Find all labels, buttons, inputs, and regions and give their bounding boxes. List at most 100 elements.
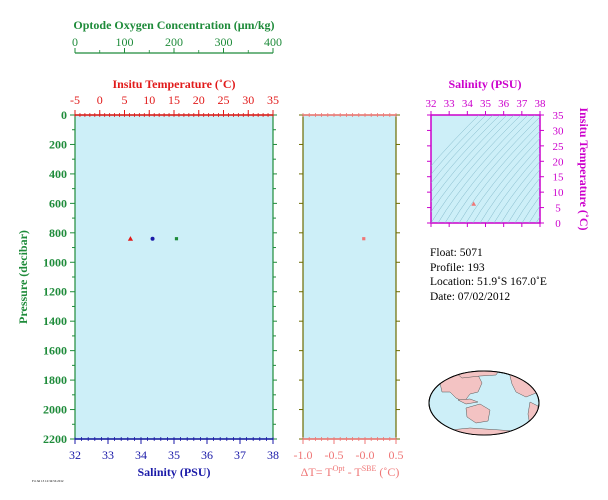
ts-temperature-tick-label: 0 xyxy=(555,218,561,230)
ts-salinity-tick-label: 36 xyxy=(498,98,510,110)
float-number: Float: 5071 xyxy=(430,247,483,259)
salinity-tick-label: 38 xyxy=(267,448,279,462)
pressure-tick-label: 2200 xyxy=(43,432,67,446)
ts-isopycnal xyxy=(500,169,540,223)
oxygen-tick-label: 300 xyxy=(215,35,233,49)
ts-salinity-tick-label: 32 xyxy=(426,98,437,110)
map-land-south-america xyxy=(527,401,539,431)
map-land-antarctica xyxy=(429,427,539,435)
map-land-siberia xyxy=(454,371,501,379)
ts-isopycnal xyxy=(465,130,540,223)
ts-temperature-tick-label: 30 xyxy=(553,125,565,137)
salinity-tick-label: 33 xyxy=(102,448,114,462)
oxygen-tick-label: 200 xyxy=(165,35,183,49)
delta-tick-label: -0.0 xyxy=(356,448,375,462)
location: Location: 51.9˚S 167.0˚E xyxy=(430,276,547,288)
temperature-axis-label: Insitu Temperature (˚C) xyxy=(112,77,235,91)
temperature-tick-label: 5 xyxy=(122,93,128,107)
ts-isopycnal xyxy=(458,123,540,223)
temperature-tick-label: -5 xyxy=(70,93,80,107)
delta-panel-frame xyxy=(302,114,397,440)
ts-salinity-tick-label: 37 xyxy=(516,98,528,110)
pressure-tick-label: 400 xyxy=(49,167,67,181)
ts-isopycnal xyxy=(493,160,540,223)
timestamp-footnote: Fri Jul 13 12:34:56 2012 xyxy=(32,479,64,483)
pressure-axis-label: Pressure (decibar) xyxy=(16,230,30,324)
ts-isopycnal xyxy=(431,115,487,175)
temperature-tick-label: 25 xyxy=(218,93,230,107)
pressure-tick-label: 1200 xyxy=(43,285,67,299)
pressure-tick-label: 0 xyxy=(61,108,67,122)
pressure-tick-label: 600 xyxy=(49,196,67,210)
ts-isopycnal xyxy=(514,186,540,223)
pressure-tick-label: 1400 xyxy=(43,314,67,328)
map-land-australia xyxy=(465,403,491,424)
ts-salinity-tick-label: 35 xyxy=(480,98,492,110)
pressure-tick-label: 1800 xyxy=(43,373,67,387)
ts-isopycnal xyxy=(528,205,540,223)
location-map xyxy=(428,370,540,436)
salinity-tick-label: 36 xyxy=(201,448,213,462)
ts-temperature-tick-label: 5 xyxy=(555,203,561,215)
temperature-tick-label: 30 xyxy=(242,93,254,107)
oxygen-axis-label: Optode Oxygen Concentration (μm/kg) xyxy=(73,18,274,32)
delta-point xyxy=(362,237,366,241)
oxygen-tick-label: 100 xyxy=(116,35,134,49)
profile-panel-frame xyxy=(74,114,274,440)
pressure-tick-label: 1000 xyxy=(43,255,67,269)
profile-number: Profile: 193 xyxy=(430,261,485,274)
salinity-tick-label: 34 xyxy=(135,448,147,462)
ts-salinity-tick-label: 34 xyxy=(462,98,474,110)
temperature-tick-label: 15 xyxy=(168,93,180,107)
temperature-tick-label: 20 xyxy=(193,93,205,107)
ts-temperature-tick-label: 10 xyxy=(553,187,565,199)
ts-isopycnal xyxy=(486,153,540,223)
oxygen-tick-label: 400 xyxy=(264,35,282,49)
temperature-tick-label: 10 xyxy=(143,93,155,107)
temperature-point xyxy=(127,236,134,241)
ts-point xyxy=(471,201,477,206)
date: Date: 07/02/2012 xyxy=(430,290,511,303)
salinity-tick-label: 32 xyxy=(69,448,81,462)
salinity-axis-label: Salinity (PSU) xyxy=(137,465,210,479)
map-land-indonesia xyxy=(457,398,479,405)
temperature-tick-label: 35 xyxy=(267,93,279,107)
delta-tick-label: -0.5 xyxy=(325,448,344,462)
ts-isopycnal xyxy=(451,116,540,223)
ts-isopycnal xyxy=(431,115,522,223)
ts-salinity-tick-label: 38 xyxy=(535,98,547,110)
ts-temperature-tick-label: 35 xyxy=(553,110,565,122)
ts-temperature-tick-label: 25 xyxy=(553,141,565,153)
ts-temperature-tick-label: 20 xyxy=(553,156,565,168)
ts-isopycnal xyxy=(437,115,529,223)
delta-tick-label: 0.5 xyxy=(389,448,404,462)
pressure-tick-label: 200 xyxy=(49,137,67,151)
ts-isopycnal xyxy=(431,115,515,213)
ts-isopycnal xyxy=(444,115,536,223)
ts-salinity-tick-label: 33 xyxy=(444,98,456,110)
pressure-tick-label: 2000 xyxy=(43,403,67,417)
ts-isopycnal xyxy=(431,115,501,193)
temperature-tick-label: 0 xyxy=(97,93,103,107)
map-border xyxy=(428,370,540,436)
ts-isopycnal xyxy=(507,177,540,223)
ts-isopycnal xyxy=(431,115,480,167)
ts-isopycnal xyxy=(472,137,540,223)
pressure-tick-label: 1600 xyxy=(43,344,67,358)
oxygen-point xyxy=(174,237,179,241)
oxygen-tick-label: 0 xyxy=(72,35,78,49)
ts-isopycnal xyxy=(479,145,540,223)
float-info: Float: 5071 Profile: 193 Location: 51.9˚… xyxy=(430,246,547,304)
salinity-tick-label: 35 xyxy=(168,448,180,462)
salinity-tick-label: 37 xyxy=(234,448,246,462)
delta-axis-label: ΔT= TOpt - TSBE (˚C) xyxy=(301,464,400,479)
ts-isopycnal xyxy=(521,195,540,223)
ts-isopycnal xyxy=(431,115,508,203)
ts-salinity-axis-label: Salinity (PSU) xyxy=(448,77,521,91)
ts-isopycnal xyxy=(431,115,494,184)
salinity-point xyxy=(150,236,155,241)
ts-panel-frame xyxy=(430,114,541,224)
pressure-tick-label: 800 xyxy=(49,226,67,240)
ts-isopycnal xyxy=(535,216,540,223)
